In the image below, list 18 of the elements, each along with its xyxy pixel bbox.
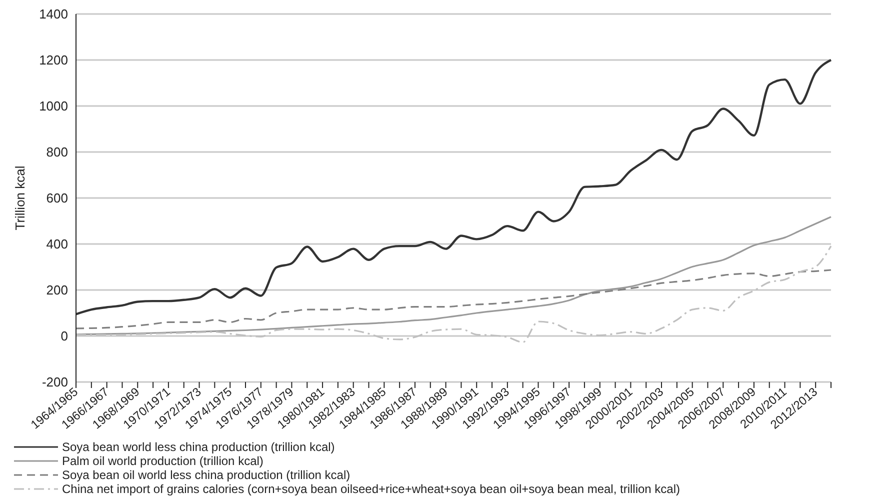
y-tick-label: 200 xyxy=(46,282,68,298)
y-tick-label: 1200 xyxy=(39,52,68,68)
line-series xyxy=(75,245,832,344)
legend-label: China net import of grains calories (corn+soya bean oilseed+rice+wheat+soya bean oil+soya bean meal, trillion kcal) xyxy=(62,482,680,496)
line-series xyxy=(74,58,832,316)
y-tick-label: 1000 xyxy=(39,98,68,114)
y-axis-title: Trillion kcal xyxy=(12,166,28,230)
line-series xyxy=(75,269,832,330)
y-tick-label: 1400 xyxy=(39,6,68,22)
y-tick-label: 800 xyxy=(46,144,68,160)
y-tick-label: 600 xyxy=(46,190,68,206)
legend-label: Soya bean world less china production (trillion kcal) xyxy=(62,440,335,454)
y-tick-label: 400 xyxy=(46,236,68,252)
line-series xyxy=(75,216,832,336)
y-tick-label: -200 xyxy=(42,374,68,390)
legend-label: Soya bean oil world less china production (trillion kcal) xyxy=(62,468,350,482)
legend-label: Palm oil world production (trillion kcal) xyxy=(62,454,264,468)
y-tick-label: 0 xyxy=(60,328,68,344)
